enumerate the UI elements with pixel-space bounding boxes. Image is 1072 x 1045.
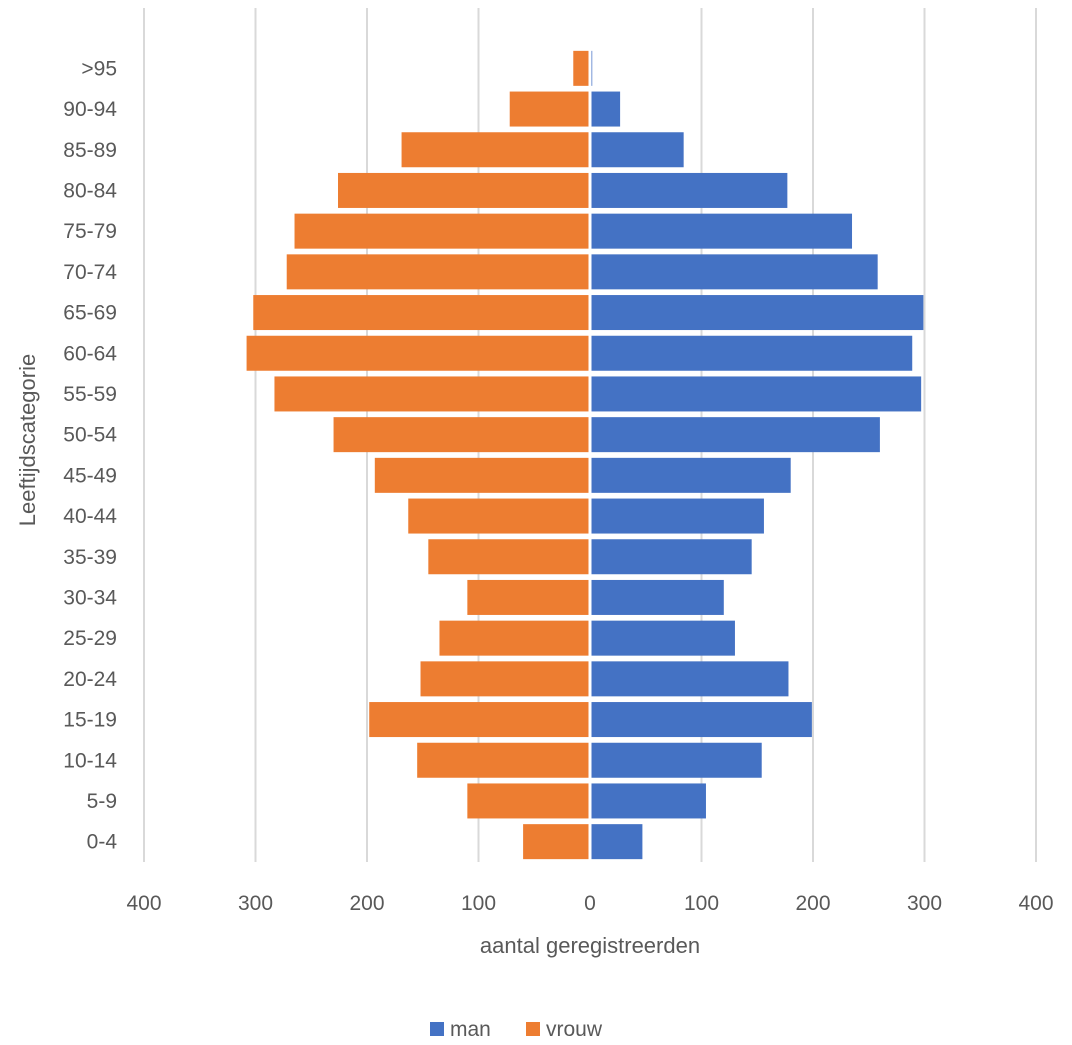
x-tick-label: 400 (126, 892, 161, 915)
y-tick-label: 65-69 (63, 302, 117, 325)
bar-man (590, 661, 789, 697)
bar-man (590, 91, 621, 127)
bar-vrouw (253, 295, 590, 331)
y-tick-label: 85-89 (63, 139, 117, 162)
x-tick-label: 200 (349, 892, 384, 915)
bar-man (590, 132, 684, 168)
bar-vrouw (408, 498, 590, 534)
y-tick-label: 60-64 (63, 342, 117, 365)
bar-vrouw (294, 213, 590, 249)
bar-vrouw (369, 702, 590, 738)
y-tick-label: 15-19 (63, 709, 117, 732)
bar-vrouw (439, 620, 590, 656)
x-axis-title: aantal geregistreerden (480, 933, 700, 958)
x-tick-label: 100 (684, 892, 719, 915)
bar-vrouw (420, 661, 590, 697)
y-tick-label: 90-94 (63, 98, 117, 121)
bar-vrouw (274, 376, 590, 412)
x-tick-label: 100 (461, 892, 496, 915)
y-tick-label: 0-4 (87, 831, 118, 854)
y-tick-label: 30-34 (63, 586, 117, 609)
x-tick-label: 300 (907, 892, 942, 915)
bar-man (590, 457, 791, 493)
legend-swatch-vrouw (526, 1022, 540, 1036)
bar-vrouw (286, 254, 590, 290)
y-tick-label: >95 (81, 57, 117, 80)
bar-vrouw (417, 742, 590, 778)
bar-vrouw (523, 824, 590, 860)
legend-label-man: man (450, 1018, 491, 1041)
bars (246, 8, 924, 862)
y-tick-label: 45-49 (63, 464, 117, 487)
x-tick-label: 400 (1018, 892, 1053, 915)
bar-man (590, 742, 762, 778)
bar-vrouw (401, 132, 590, 168)
y-tick-label: 20-24 (63, 668, 117, 691)
bar-vrouw (333, 417, 590, 453)
bar-vrouw (467, 783, 590, 819)
y-tick-label: 80-84 (63, 179, 117, 202)
bar-man (590, 579, 724, 615)
bar-vrouw (509, 91, 590, 127)
bar-vrouw (467, 579, 590, 615)
bar-man (590, 417, 880, 453)
bar-man (590, 295, 924, 331)
bar-man (590, 172, 788, 208)
legend-swatch-man (430, 1022, 444, 1036)
legend-label-vrouw: vrouw (546, 1018, 603, 1041)
bar-man (590, 824, 643, 860)
bar-man (590, 620, 735, 656)
x-tick-label: 200 (795, 892, 830, 915)
bar-man (590, 376, 922, 412)
bar-man (590, 213, 853, 249)
y-tick-label: 40-44 (63, 505, 117, 528)
y-tick-label: 25-29 (63, 627, 117, 650)
bar-man (590, 539, 752, 575)
bar-vrouw (573, 50, 590, 86)
bar-man (590, 254, 878, 290)
y-tick-label: 75-79 (63, 220, 117, 243)
y-tick-label: 55-59 (63, 383, 117, 406)
y-tick-labels: 0-4 5-9 10-14 15-19 20-24 25-29 30-34 35-39 40-4… (63, 57, 117, 853)
legend: man vrouw (430, 1018, 603, 1041)
y-tick-label: 35-39 (63, 546, 117, 569)
y-tick-label: 5-9 (87, 790, 117, 813)
x-tick-label: 300 (238, 892, 273, 915)
bar-vrouw (246, 335, 590, 371)
bar-man (590, 783, 706, 819)
y-tick-label: 10-14 (63, 749, 117, 772)
x-tick-label: 0 (584, 892, 596, 915)
y-tick-label: 70-74 (63, 261, 117, 284)
bar-vrouw (338, 172, 590, 208)
bar-man (590, 702, 812, 738)
bar-vrouw (428, 539, 590, 575)
bar-man (590, 498, 764, 534)
bar-man (590, 335, 913, 371)
bar-vrouw (374, 457, 590, 493)
y-tick-label: 50-54 (63, 424, 117, 447)
y-axis-title: Leeftijdscategorie (15, 354, 40, 526)
x-tick-labels: 400 300 200 100 0 100 200 300 400 (126, 892, 1053, 915)
